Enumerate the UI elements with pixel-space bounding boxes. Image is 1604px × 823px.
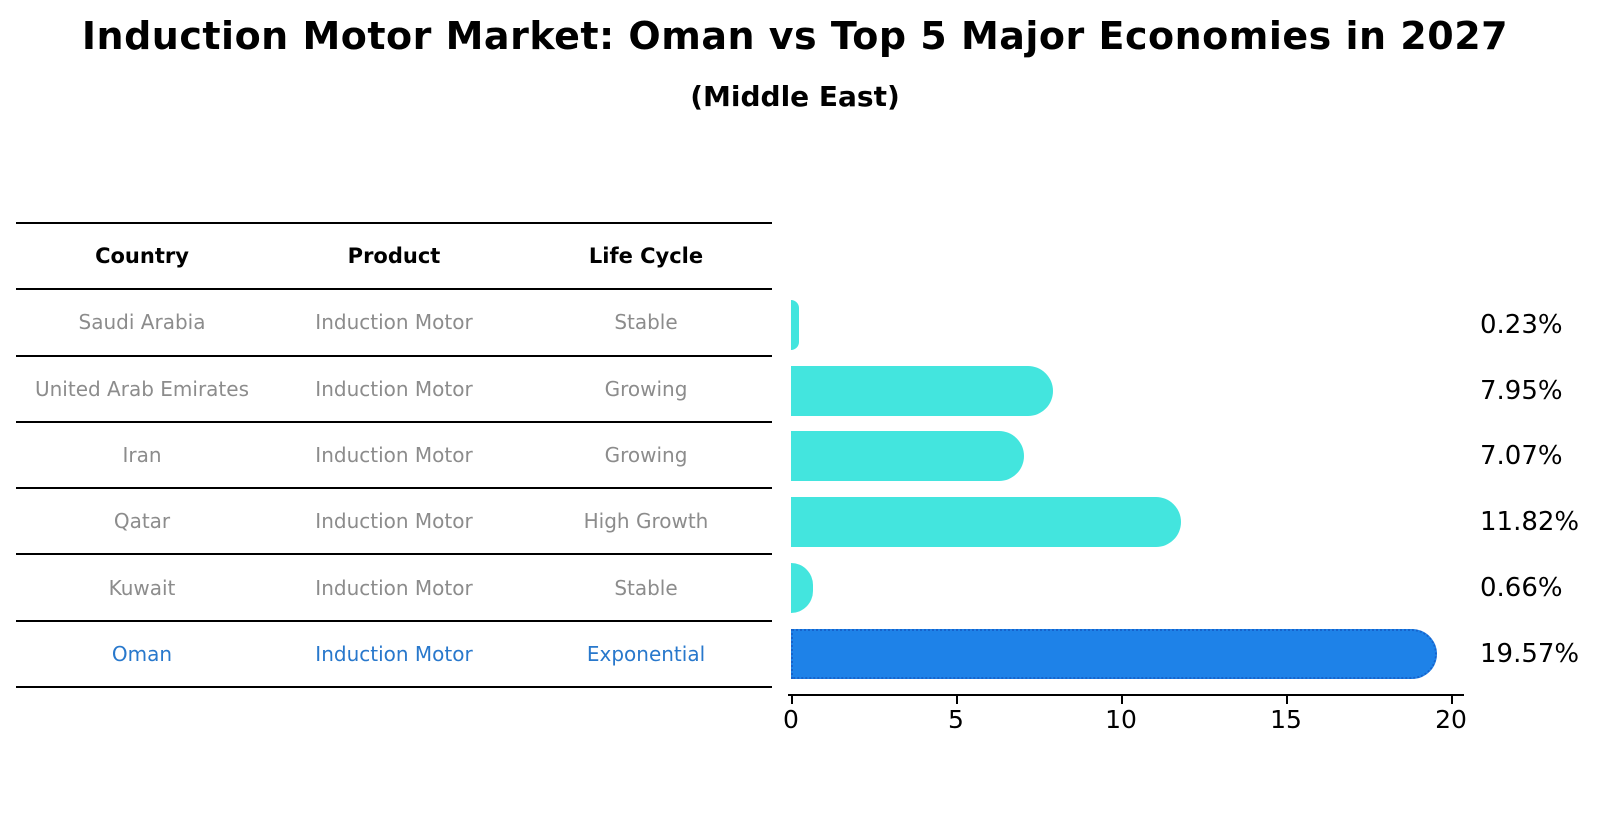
x-axis-tick-mark — [1451, 696, 1453, 704]
table-row: Iran Induction Motor Growing — [16, 423, 772, 490]
table-cell-country: United Arab Emirates — [34, 376, 249, 401]
table-cell-lifecycle: Growing — [604, 376, 688, 401]
bar — [791, 431, 1025, 482]
x-axis-tick-mark — [956, 696, 958, 704]
table-header-row: Country Product Life Cycle — [16, 224, 772, 291]
table-cell-product: Induction Motor — [315, 641, 473, 666]
x-axis-tick-mark — [791, 696, 793, 704]
table-cell-country: Saudi Arabia — [78, 310, 206, 335]
table-cell-country: Kuwait — [108, 575, 176, 600]
table-cell-country: Iran — [122, 443, 162, 468]
x-axis-tick-label: 15 — [1270, 705, 1302, 734]
table-row: Kuwait Induction Motor Stable — [16, 555, 772, 622]
table-cell-country: Oman — [111, 641, 173, 666]
table-header-country: Country — [95, 244, 189, 269]
data-table: Country Product Life Cycle Saudi Arabia I… — [16, 222, 772, 689]
table-cell-product: Induction Motor — [315, 376, 473, 401]
bar-value-label: 7.95% — [1480, 375, 1563, 406]
bar-value-label: 7.07% — [1480, 441, 1563, 472]
chart-subtitle: (Middle East) — [690, 80, 900, 113]
table-cell-product: Induction Motor — [315, 310, 473, 335]
x-axis-tick-label: 10 — [1105, 705, 1137, 734]
table-cell-lifecycle: Stable — [614, 575, 678, 600]
x-axis-tick-label: 0 — [783, 705, 799, 734]
bar-highlight-oman — [791, 628, 1437, 679]
bar — [791, 365, 1054, 416]
chart-title: Induction Motor Market: Oman vs Top 5 Ma… — [81, 14, 1509, 58]
table-header-lifecycle: Life Cycle — [588, 244, 704, 269]
table-body: Saudi Arabia Induction Motor Stable United … — [16, 290, 772, 689]
table-cell-product: Induction Motor — [315, 575, 473, 600]
table-cell-lifecycle: Growing — [604, 443, 688, 468]
x-axis-tick-mark — [1286, 696, 1288, 704]
table-cell-lifecycle: Exponential — [586, 641, 706, 666]
bar — [791, 497, 1182, 548]
bar-value-label: 11.82% — [1480, 507, 1580, 538]
bar-value-label: 19.57% — [1480, 638, 1580, 669]
bar — [791, 562, 813, 613]
x-axis-line — [788, 694, 1464, 697]
bar — [791, 300, 799, 350]
x-axis-tick-label: 5 — [948, 705, 964, 734]
bar-value-label: 0.23% — [1480, 310, 1563, 340]
bar-value-label: 0.66% — [1480, 572, 1563, 603]
table-row: Qatar Induction Motor High Growth — [16, 489, 772, 556]
table-row: Oman Induction Motor Exponential — [16, 622, 772, 689]
table-cell-product: Induction Motor — [315, 509, 473, 534]
x-axis-tick-mark — [1121, 696, 1123, 704]
table-row: United Arab Emirates Induction Motor Growi… — [16, 357, 772, 423]
table-row: Saudi Arabia Induction Motor Stable — [16, 290, 772, 357]
table-cell-lifecycle: Stable — [614, 310, 678, 335]
x-axis-tick-label: 20 — [1435, 705, 1467, 734]
table-header-product: Product — [347, 244, 441, 269]
bar-plot: 0.23% 7.95% 7.07% 11.82% 0.66% 19.57% — [791, 300, 1601, 700]
table-cell-country: Qatar — [113, 509, 171, 534]
table-cell-lifecycle: High Growth — [583, 509, 709, 534]
table-cell-product: Induction Motor — [315, 443, 473, 468]
